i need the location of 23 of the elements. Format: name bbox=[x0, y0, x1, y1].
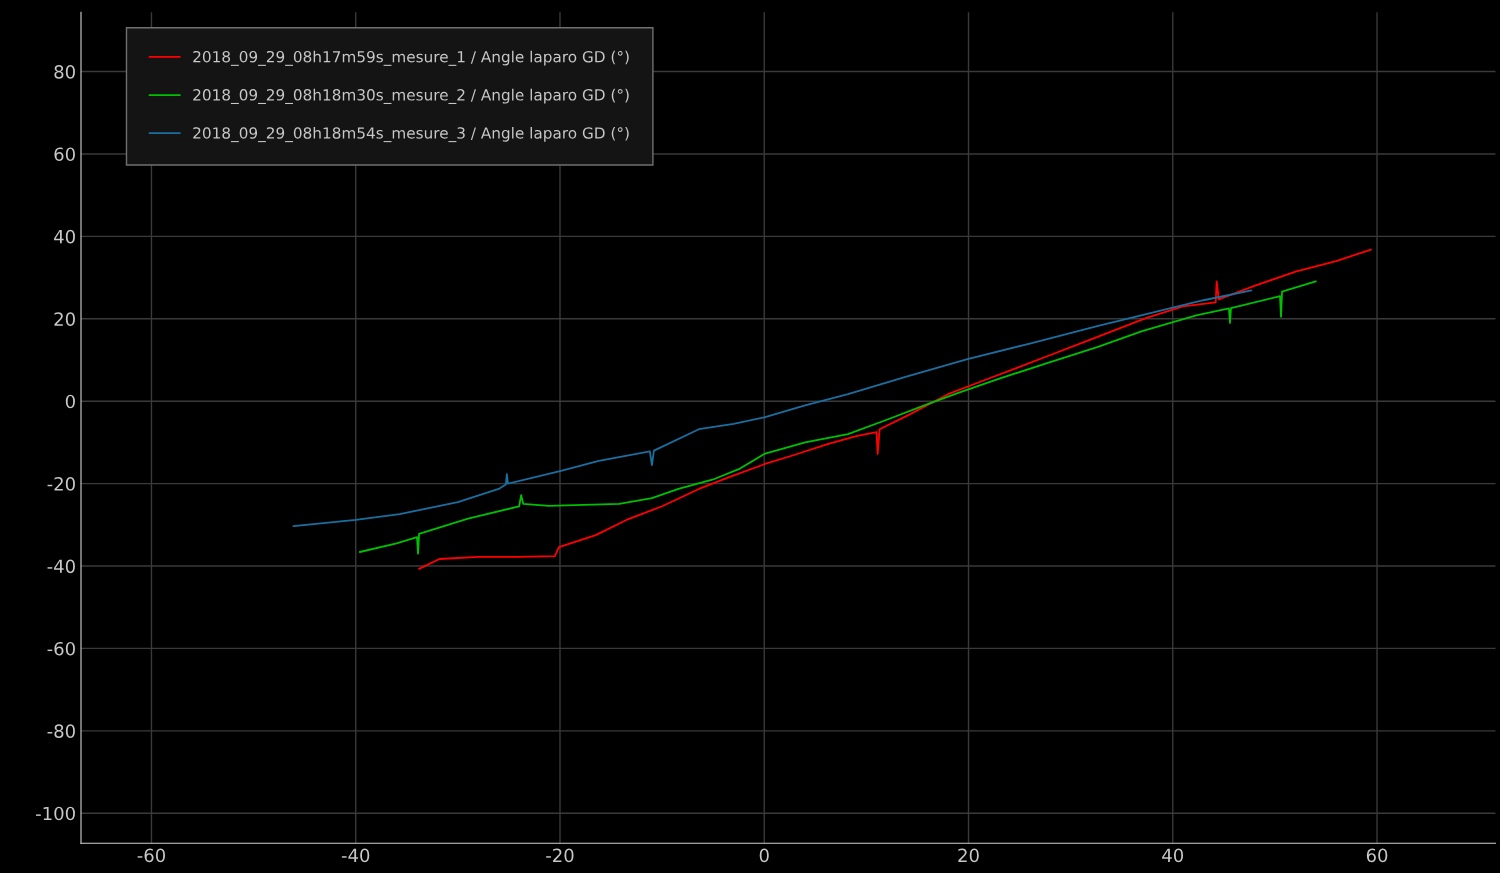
y-tick-label: 60 bbox=[54, 147, 75, 162]
y-tick-label: 0 bbox=[65, 394, 75, 409]
legend-label: 2018_09_29_08h18m54s_mesure_3 / Angle laparo GD (°) bbox=[193, 126, 629, 143]
y-tick-label: 20 bbox=[54, 312, 75, 326]
line-series bbox=[418, 248, 1372, 570]
line-series bbox=[358, 280, 1317, 555]
y-tick-label: -80 bbox=[47, 724, 75, 738]
legend-label: 2018_09_29_08h17m59s_mesure_1 / Angle laparo GD (°) bbox=[193, 50, 629, 66]
x-tick-label: 0 bbox=[759, 848, 769, 863]
x-tick-label: -20 bbox=[546, 848, 574, 863]
y-tick-label: 40 bbox=[54, 229, 75, 244]
x-tick-label: -60 bbox=[137, 848, 166, 863]
y-tick-label: -40 bbox=[47, 559, 75, 574]
x-tick-label: 20 bbox=[958, 848, 979, 863]
legend-label: 2018_09_29_08h18m30s_mesure_2 / Angle laparo GD (°) bbox=[193, 88, 629, 104]
x-tick-label: 60 bbox=[1366, 848, 1388, 863]
y-tick-label: -20 bbox=[47, 477, 75, 491]
x-tick-label: -40 bbox=[341, 848, 370, 863]
line-series bbox=[292, 289, 1253, 527]
y-tick-label: 80 bbox=[54, 65, 75, 79]
x-tick-label: 40 bbox=[1162, 848, 1184, 863]
y-tick-label: -60 bbox=[47, 641, 75, 656]
y-tick-label: -100 bbox=[36, 806, 75, 821]
